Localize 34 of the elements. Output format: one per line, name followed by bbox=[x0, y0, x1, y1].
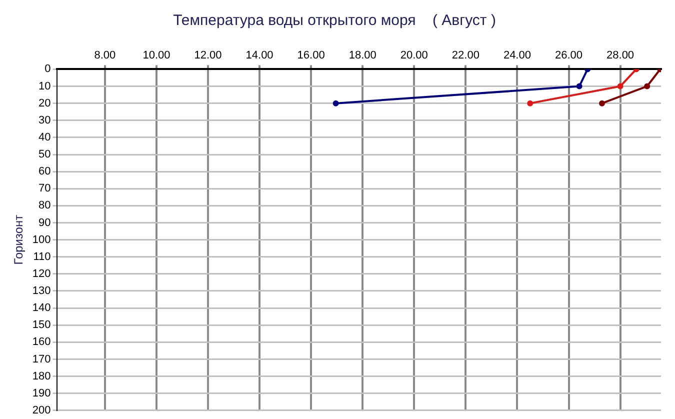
y-tick-label: 30 bbox=[38, 114, 51, 126]
x-tick-label: 8.00 bbox=[94, 50, 116, 62]
y-tick-label: 120 bbox=[32, 268, 51, 280]
x-tick-label: 14.00 bbox=[246, 50, 274, 62]
x-tick-label: 26.00 bbox=[554, 50, 583, 62]
y-tick-label: 100 bbox=[32, 234, 51, 246]
y-tick-label: 10 bbox=[38, 80, 51, 92]
y-axis-title: Горизонт bbox=[12, 214, 26, 265]
y-tick-label: 90 bbox=[38, 216, 51, 229]
y-tick-label: 80 bbox=[38, 200, 51, 212]
x-tick-label: 24.00 bbox=[503, 50, 531, 62]
x-tick-label: 28.00 bbox=[606, 50, 634, 62]
y-tick-label: 70 bbox=[38, 182, 51, 195]
y-tick-label: 190 bbox=[32, 387, 51, 400]
y-tick-label: 180 bbox=[32, 370, 51, 382]
x-tick-label: 18.00 bbox=[348, 50, 376, 62]
x-tick-label: 12.00 bbox=[194, 50, 222, 62]
y-tick-label: 170 bbox=[32, 353, 51, 366]
x-tick-label: 20.00 bbox=[400, 50, 428, 62]
x-tick-label: 22.00 bbox=[452, 50, 480, 62]
y-tick-label: 140 bbox=[32, 302, 51, 314]
chart-title: Температура воды открытого моря ( Август ) bbox=[173, 12, 496, 30]
y-tick-label: 160 bbox=[32, 336, 51, 348]
y-tick-label: 50 bbox=[38, 148, 51, 161]
x-tick-label: 10.00 bbox=[142, 50, 170, 62]
y-tick-label: 130 bbox=[32, 285, 51, 298]
y-tick-label: 40 bbox=[38, 131, 51, 144]
y-tick-label: 200 bbox=[32, 404, 51, 416]
y-tick-label: 110 bbox=[33, 250, 51, 263]
y-tick-label: 60 bbox=[38, 166, 51, 178]
x-tick-label: 16.00 bbox=[297, 50, 325, 62]
y-tick-label: 0 bbox=[44, 63, 51, 76]
y-tick-label: 150 bbox=[32, 319, 51, 332]
y-tick-label: 20 bbox=[38, 97, 51, 110]
